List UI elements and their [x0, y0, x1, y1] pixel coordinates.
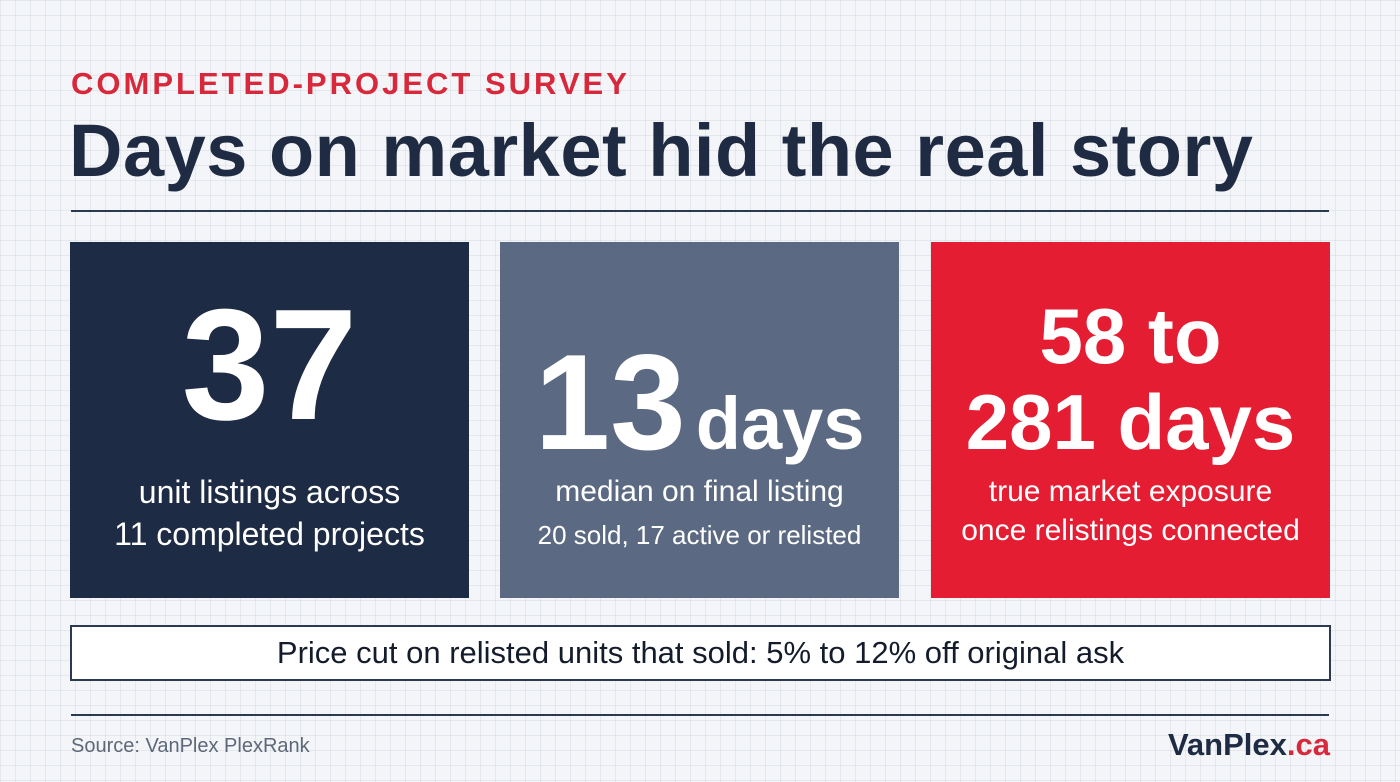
stat-unit: days	[695, 382, 865, 465]
stat-description-line: unit listings across	[138, 474, 401, 510]
page-title: Days on market hid the real story	[69, 109, 1254, 192]
stat-description-line: true market exposure	[988, 475, 1273, 508]
stat-description: unit listings across 11 completed projec…	[70, 472, 469, 555]
stat-subtext: 20 sold, 17 active or relisted	[537, 520, 862, 550]
brand-logo: VanPlex.ca	[1168, 727, 1330, 763]
top-divider	[71, 210, 1329, 212]
stat-card-market-exposure: 58 to 281 days true market exposure once…	[931, 242, 1330, 598]
brand-tld: .ca	[1286, 727, 1330, 762]
stat-description-line: once relistings connected	[961, 514, 1300, 547]
stat-card-median-days: 13 days median on final listing 20 sold, …	[500, 242, 899, 598]
stat-description: true market exposure once relistings con…	[931, 472, 1330, 550]
stat-value: 58 to 281 days	[931, 292, 1330, 466]
source-note: Source: VanPlex PlexRank	[71, 735, 310, 757]
stat-value: 13 days	[500, 334, 899, 470]
stat-number: 13	[534, 326, 686, 478]
brand-name: VanPlex	[1167, 727, 1287, 762]
stat-description-line: 11 completed projects	[114, 515, 425, 552]
bottom-divider	[71, 714, 1329, 716]
stat-card-listings: 37 unit listings across 11 completed pro…	[70, 242, 469, 598]
stat-description: median on final listing	[555, 475, 844, 508]
price-cut-callout: Price cut on relisted units that sold: 5…	[70, 625, 1331, 681]
eyebrow-label: COMPLETED-PROJECT SURVEY	[71, 66, 630, 101]
stat-value: 37	[181, 277, 358, 453]
stat-value-line: 281 days	[965, 377, 1296, 466]
stat-value-line: 58 to	[1039, 292, 1222, 380]
